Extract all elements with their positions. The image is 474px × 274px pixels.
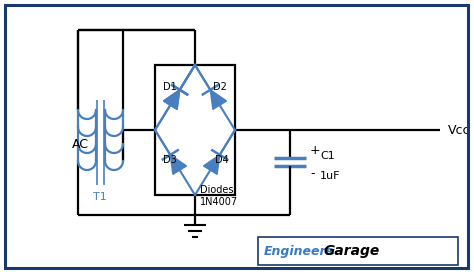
Polygon shape <box>210 90 227 109</box>
Polygon shape <box>164 90 180 109</box>
Polygon shape <box>170 155 187 174</box>
Text: Diodes
1N4007: Diodes 1N4007 <box>200 185 238 207</box>
Bar <box>155 65 235 195</box>
Text: Engineers: Engineers <box>264 244 334 258</box>
Text: D3: D3 <box>163 155 177 165</box>
Text: AC: AC <box>72 138 89 152</box>
Text: D2: D2 <box>213 82 227 92</box>
Polygon shape <box>164 90 180 109</box>
Text: D4: D4 <box>215 155 229 165</box>
Text: Vcc: Vcc <box>448 124 471 136</box>
Text: +: + <box>310 144 320 156</box>
Text: C1: C1 <box>320 151 335 161</box>
Text: D1: D1 <box>163 82 177 92</box>
Bar <box>258 237 458 265</box>
Polygon shape <box>203 155 220 174</box>
Text: T1: T1 <box>93 192 107 202</box>
Text: -: - <box>310 167 315 181</box>
Text: 1uF: 1uF <box>320 171 340 181</box>
Text: Garage: Garage <box>324 244 380 258</box>
